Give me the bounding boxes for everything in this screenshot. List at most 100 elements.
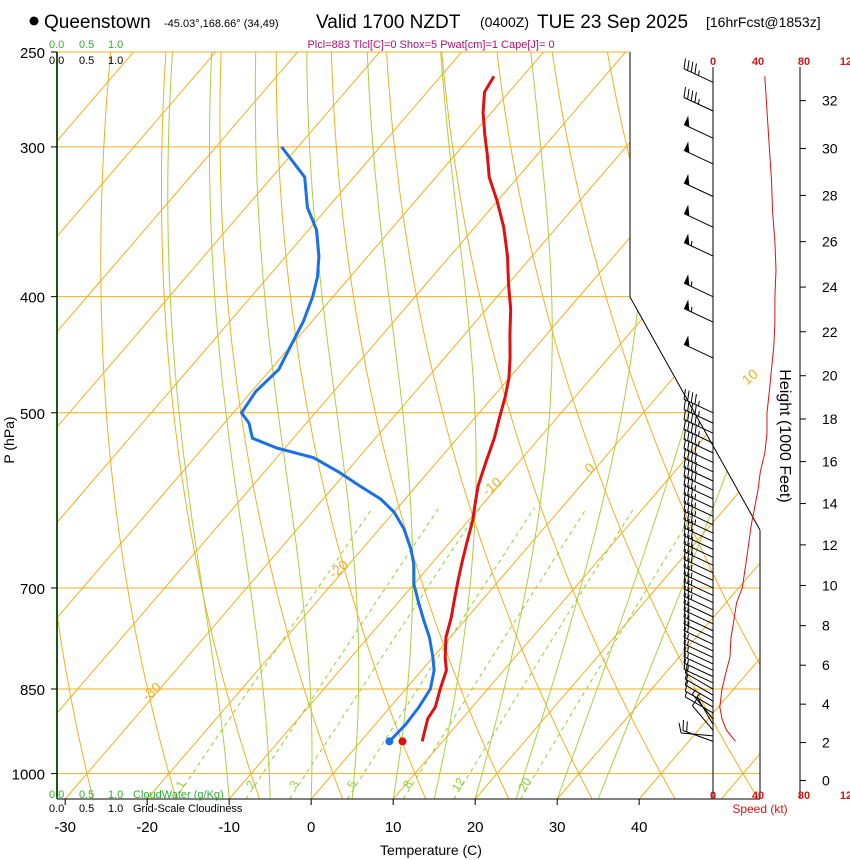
wind-barb: [683, 652, 714, 678]
wind-barb: [683, 115, 714, 139]
wind-barb: [683, 409, 714, 434]
wind-barb-full: [694, 393, 697, 405]
wind-barb-full: [690, 495, 694, 507]
height-tick-label: 12: [822, 537, 838, 553]
wind-barb-full: [687, 527, 690, 538]
station-coords: -45.03°,168.66° (34,49): [164, 18, 279, 30]
moist-adiabat-line: [515, 52, 646, 799]
wind-barb-staff: [683, 630, 714, 645]
wind-barb: [683, 633, 714, 658]
wind-barb-staff: [683, 566, 714, 581]
wind-barb-staff: [683, 527, 714, 542]
station-dot-icon: [29, 16, 39, 26]
wind-barb-full: [686, 721, 688, 732]
isotherm-line: [638, 52, 760, 799]
wind-barb-staff: [683, 398, 714, 414]
moist-adiabat-line: [306, 52, 360, 799]
wind-barb-full: [687, 535, 690, 546]
wind-barb-full: [682, 719, 684, 731]
wind-barb: [683, 541, 714, 566]
height-tick-label: 10: [822, 578, 838, 594]
wind-barb-staff: [683, 493, 714, 509]
wind-barb-full: [687, 88, 690, 100]
wind-barb-staff: [683, 558, 714, 574]
temperature-profile-line: [420, 75, 513, 742]
wind-barb-staff: [683, 510, 714, 526]
wind-barb-full: [683, 409, 686, 420]
isotherm-line: [146, 52, 760, 799]
height-tick-label: 0: [822, 772, 830, 788]
wind-barb-staff: [683, 467, 714, 482]
wind-barb-full: [687, 542, 690, 554]
x-tick-label: -10: [218, 819, 240, 836]
dry-adiabat-line: [330, 52, 510, 799]
wind-barb-half: [694, 519, 697, 525]
wind-barb-staff: [685, 672, 714, 690]
wind-barb-full: [690, 61, 694, 73]
wind-barb-half: [690, 240, 693, 246]
cloudwater-tick-bottom-2: 1.0: [108, 789, 123, 801]
wind-barb-full: [690, 520, 694, 532]
wind-barb-staff: [683, 602, 714, 618]
wind-barb-staff: [683, 668, 714, 684]
height-tick-label: 16: [822, 454, 838, 470]
isotherm-line: [64, 52, 708, 799]
wind-barb: [683, 517, 714, 542]
wind-barb-full: [683, 564, 686, 575]
sounding-indices: Plcl=883 Tlcl[C]=0 Shox=5 Pwat[cm]=1 Cap…: [307, 39, 554, 51]
mixing-ratio-label: 20: [515, 775, 534, 794]
mixing-ratio-line: [520, 507, 697, 799]
wind-barb: [683, 388, 714, 414]
wind-barb-full: [687, 494, 690, 505]
wind-barb-staff: [683, 609, 714, 625]
wind-barb: [683, 204, 714, 228]
wind-barb-staff: [681, 732, 714, 737]
wind-barb: [691, 689, 714, 720]
wind-barb: [683, 87, 714, 112]
x-tick-label: 40: [631, 819, 648, 836]
wind-barb-half: [694, 485, 697, 491]
wind-barb-full: [690, 536, 694, 548]
wind-barb: [683, 620, 714, 645]
wind-barb-full: [687, 420, 690, 432]
wind-barb-staff: [683, 97, 714, 112]
wind-barb: [683, 299, 714, 323]
height-axis-title: Height (1000 Feet): [776, 369, 793, 502]
wind-barb: [683, 626, 714, 652]
height-tick-label: 14: [822, 496, 838, 512]
wind-barb-pennant: [684, 173, 690, 186]
wind-barb-full: [694, 414, 697, 425]
wind-barb-staff: [683, 588, 714, 604]
wind-barb-full: [687, 558, 690, 569]
moist-adiabat-line: [254, 52, 313, 799]
wind-barb-full: [690, 552, 694, 563]
wind-barb-half: [690, 587, 693, 593]
speed-tick-bottom-3: 12: [840, 790, 850, 802]
wind-barb-full: [683, 500, 686, 512]
moist-adiabat-line: [474, 52, 553, 799]
wind-barb-half: [694, 494, 697, 500]
wind-barb-staff: [683, 656, 714, 671]
wind-barb-full: [687, 587, 690, 599]
wind-barb-half: [690, 579, 693, 586]
y-axis-title: P (hPa): [1, 416, 17, 463]
grid-layer: 1235812203020100-10-20-30: [57, 52, 761, 799]
wind-barb: [683, 640, 714, 665]
diagram-clip: [57, 52, 760, 799]
wind-barb-staff: [683, 519, 714, 534]
wind-barb-full: [694, 63, 697, 74]
wind-barb-half: [698, 400, 700, 407]
wind-barb-half: [687, 665, 689, 672]
wind-barb-full: [687, 510, 690, 522]
wind-barb-full: [687, 411, 690, 422]
height-tick-label: 2: [822, 735, 830, 751]
wind-barb-staff: [683, 616, 714, 632]
wind-barb-full: [690, 528, 694, 540]
cloudcover-tick-bottom-2: 1.0: [108, 803, 123, 815]
x-tick-label: -20: [136, 819, 158, 836]
wind-barb-full: [683, 592, 686, 604]
wind-barb-full: [687, 608, 690, 619]
wind-barb-half: [698, 440, 700, 447]
dry-adiabat-line: [161, 52, 260, 799]
